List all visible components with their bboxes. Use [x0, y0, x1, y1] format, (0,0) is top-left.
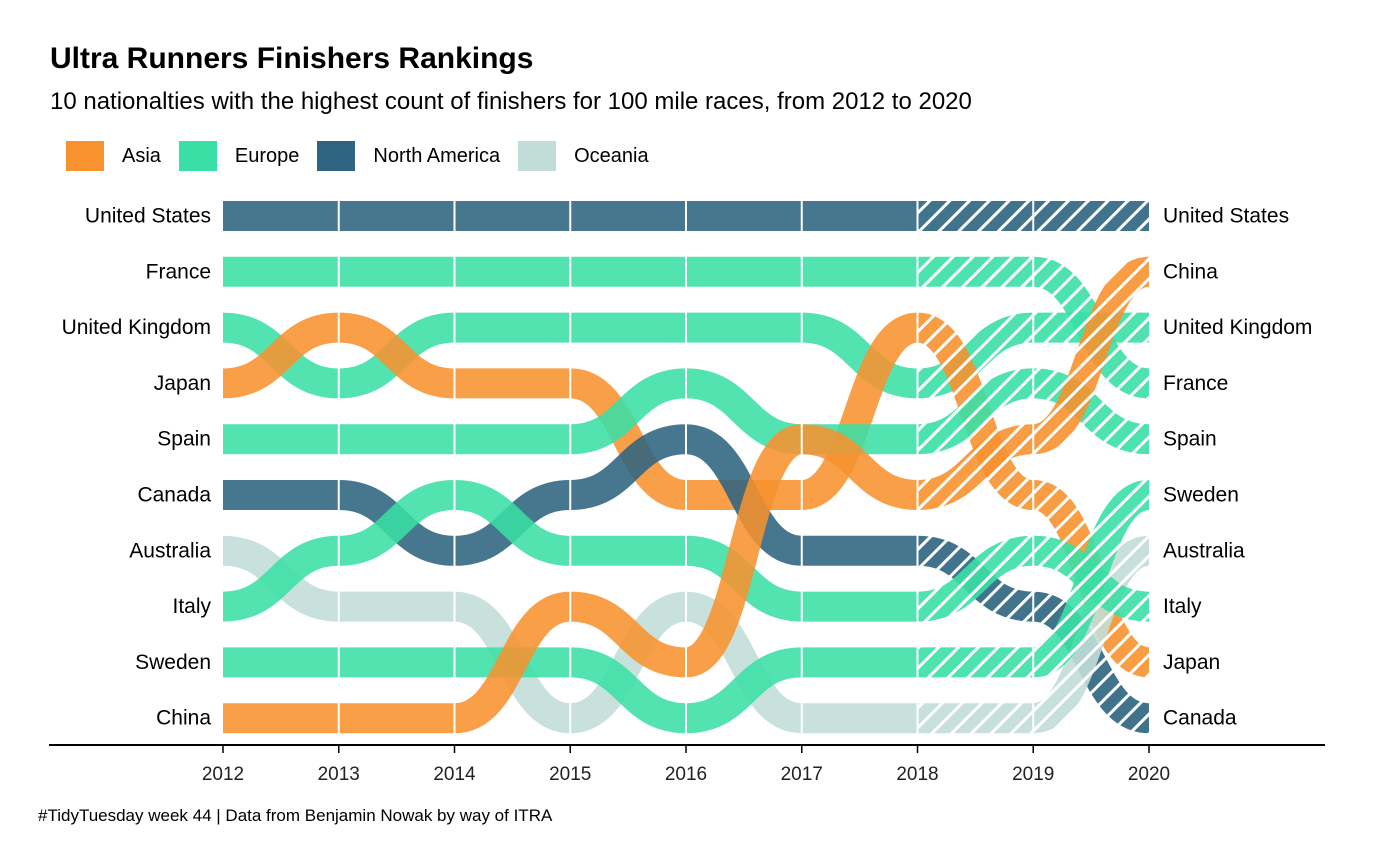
x-tick-label: 2020: [1128, 764, 1170, 785]
legend-item-oceania: Oceania: [518, 141, 649, 171]
series-line-spain: [223, 368, 918, 455]
x-tick-label: 2017: [781, 764, 823, 785]
left-label: Australia: [129, 539, 211, 562]
legend-swatch-asia: [66, 141, 104, 171]
legend-item-asia: Asia: [66, 141, 161, 171]
right-label: Italy: [1163, 595, 1202, 618]
legend-label-asia: Asia: [122, 144, 161, 167]
legend-swatch-north-america: [317, 141, 356, 171]
x-tick-label: 2016: [665, 764, 707, 785]
series-line-china: [223, 424, 918, 734]
series-line-hatched-spain: [918, 368, 1150, 455]
right-label: Spain: [1163, 428, 1217, 451]
right-label: Canada: [1163, 707, 1237, 730]
right-label: Sweden: [1163, 484, 1239, 507]
legend-swatch-europe: [178, 141, 217, 171]
legend-item-north-america: North America: [317, 141, 500, 171]
legend-label-oceania: Oceania: [574, 144, 649, 167]
legend: Asia Europe North America Oceania: [66, 140, 667, 172]
right-label: United States: [1163, 205, 1289, 228]
legend-item-europe: Europe: [178, 141, 300, 171]
chart-subtitle: 10 nationalties with the highest count o…: [50, 88, 972, 115]
series-line-hatched-united-kingdom: [918, 312, 1149, 399]
right-label: China: [1163, 260, 1218, 283]
legend-label-europe: Europe: [234, 144, 300, 167]
legend-label-north-america: North America: [373, 144, 501, 167]
left-label: Spain: [157, 428, 211, 451]
x-tick-label: 2013: [318, 764, 360, 785]
series-line-hatched-australia: [918, 535, 1152, 734]
left-label: France: [146, 260, 211, 283]
series-line-france: [223, 256, 918, 287]
x-tick-label: 2014: [433, 764, 476, 785]
left-label: Japan: [154, 372, 211, 395]
right-label: Australia: [1163, 539, 1245, 562]
series-line-hatched-china: [918, 256, 1152, 510]
series-line-hatched-japan: [918, 312, 1152, 678]
left-label: Sweden: [135, 651, 211, 674]
right-label: Japan: [1163, 651, 1220, 674]
right-label: France: [1163, 372, 1228, 395]
x-tick-label: 2018: [896, 764, 938, 785]
series-line-sweden: [223, 647, 918, 734]
left-label: Canada: [137, 484, 211, 507]
x-tick-label: 2015: [549, 764, 591, 785]
right-label: United Kingdom: [1163, 316, 1312, 339]
chart-title: Ultra Runners Finishers Rankings: [50, 42, 534, 75]
series-line-hatched-canada: [918, 535, 1151, 734]
left-label: China: [156, 707, 211, 730]
left-label: United Kingdom: [62, 316, 211, 339]
x-tick-label: 2012: [202, 764, 244, 785]
left-label: Italy: [172, 595, 211, 618]
left-label: United States: [85, 205, 211, 228]
series-line-hatched-italy: [918, 535, 1150, 622]
x-tick-label: 2019: [1012, 764, 1054, 785]
chart-caption: #TidyTuesday week 44 | Data from Benjami…: [38, 806, 553, 825]
legend-swatch-oceania: [518, 141, 557, 171]
series-line-japan: [222, 312, 918, 510]
